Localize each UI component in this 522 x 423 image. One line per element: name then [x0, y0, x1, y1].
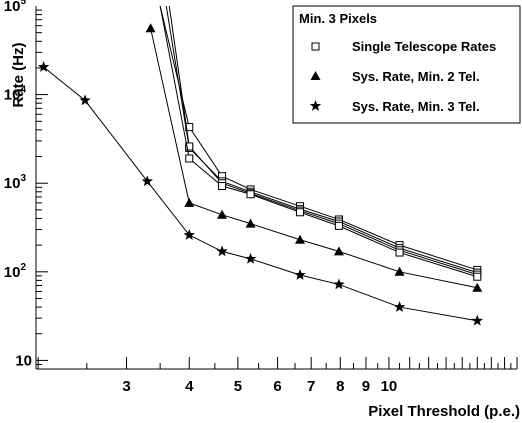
x-tick-label: 9	[362, 378, 370, 395]
legend-entry-label: Sys. Rate, Min. 2 Tel.	[352, 69, 480, 84]
legend-entry-square: Single Telescope Rates	[311, 39, 496, 54]
data-point-square	[218, 181, 227, 190]
series-line	[150, 28, 478, 289]
data-point-triangle	[333, 246, 344, 256]
data-point-square	[296, 208, 305, 217]
legend-box	[292, 5, 521, 124]
y-tick-label: 103	[4, 173, 27, 192]
legend-entry-label: Single Telescope Rates	[352, 39, 496, 54]
data-point-star	[393, 301, 406, 312]
data-point-triangle	[472, 282, 483, 292]
data-point-star	[141, 175, 154, 187]
legend-entry-star: Sys. Rate, Min. 3 Tel.	[309, 99, 480, 114]
x-tick-label: 10	[381, 378, 398, 395]
y-tick-label: 105	[4, 0, 27, 15]
legend-star-marker	[309, 100, 322, 111]
y-tick-label: 10	[15, 352, 32, 369]
data-point-square	[185, 142, 194, 151]
series-line	[168, 6, 478, 276]
x-tick-label: 5	[234, 378, 242, 395]
data-point-triangle	[245, 218, 256, 228]
data-point-star	[294, 269, 306, 280]
legend: Min. 3 Pixels Single Telescope Rates Sys…	[292, 5, 521, 124]
data-point-star	[37, 60, 50, 72]
series-line	[159, 6, 478, 271]
series-line	[159, 6, 478, 278]
data-point-square	[334, 221, 343, 230]
x-tick-label: 4	[185, 378, 194, 395]
series-triangle	[145, 23, 483, 292]
data-point-star	[333, 278, 345, 290]
series-layer	[37, 6, 483, 326]
data-point-star	[244, 252, 257, 264]
series-square	[159, 6, 482, 281]
data-point-triangle	[184, 197, 195, 207]
x-tick-label: 3	[122, 378, 130, 395]
data-point-star	[216, 245, 228, 257]
y-tick-label: 102	[4, 262, 27, 281]
data-point-star	[183, 229, 195, 240]
data-point-star	[471, 314, 483, 326]
data-point-triangle	[217, 209, 228, 219]
y-axis-label: Rate (Hz)	[10, 42, 27, 107]
legend-star-shape	[309, 100, 322, 111]
legend-title: Min. 3 Pixels	[299, 11, 377, 26]
data-point-square	[185, 154, 194, 163]
y-tick-label: 104	[4, 85, 27, 104]
legend-triangle-marker	[310, 71, 321, 80]
x-tick-label: 8	[336, 378, 344, 395]
data-point-star	[79, 94, 91, 106]
x-axis-label: Pixel Threshold (p.e.)	[368, 403, 520, 420]
data-point-square	[395, 248, 404, 257]
data-point-triangle	[394, 266, 405, 276]
series-star	[37, 60, 483, 326]
legend-square-marker	[311, 42, 320, 51]
series-line	[165, 6, 478, 274]
tick-layer: 10 102 103 104 105 3 4 5 6 7 8 9 10	[4, 0, 518, 395]
x-tick-label: 7	[307, 378, 315, 395]
data-point-triangle	[295, 234, 306, 244]
series-line	[43, 66, 478, 322]
data-point-square	[473, 272, 482, 281]
x-tick-label: 6	[273, 378, 281, 395]
legend-entry-triangle: Sys. Rate, Min. 2 Tel.	[310, 69, 480, 84]
data-point-square	[246, 190, 255, 199]
data-point-triangle	[145, 23, 156, 33]
legend-entry-label: Sys. Rate, Min. 3 Tel.	[352, 99, 480, 114]
